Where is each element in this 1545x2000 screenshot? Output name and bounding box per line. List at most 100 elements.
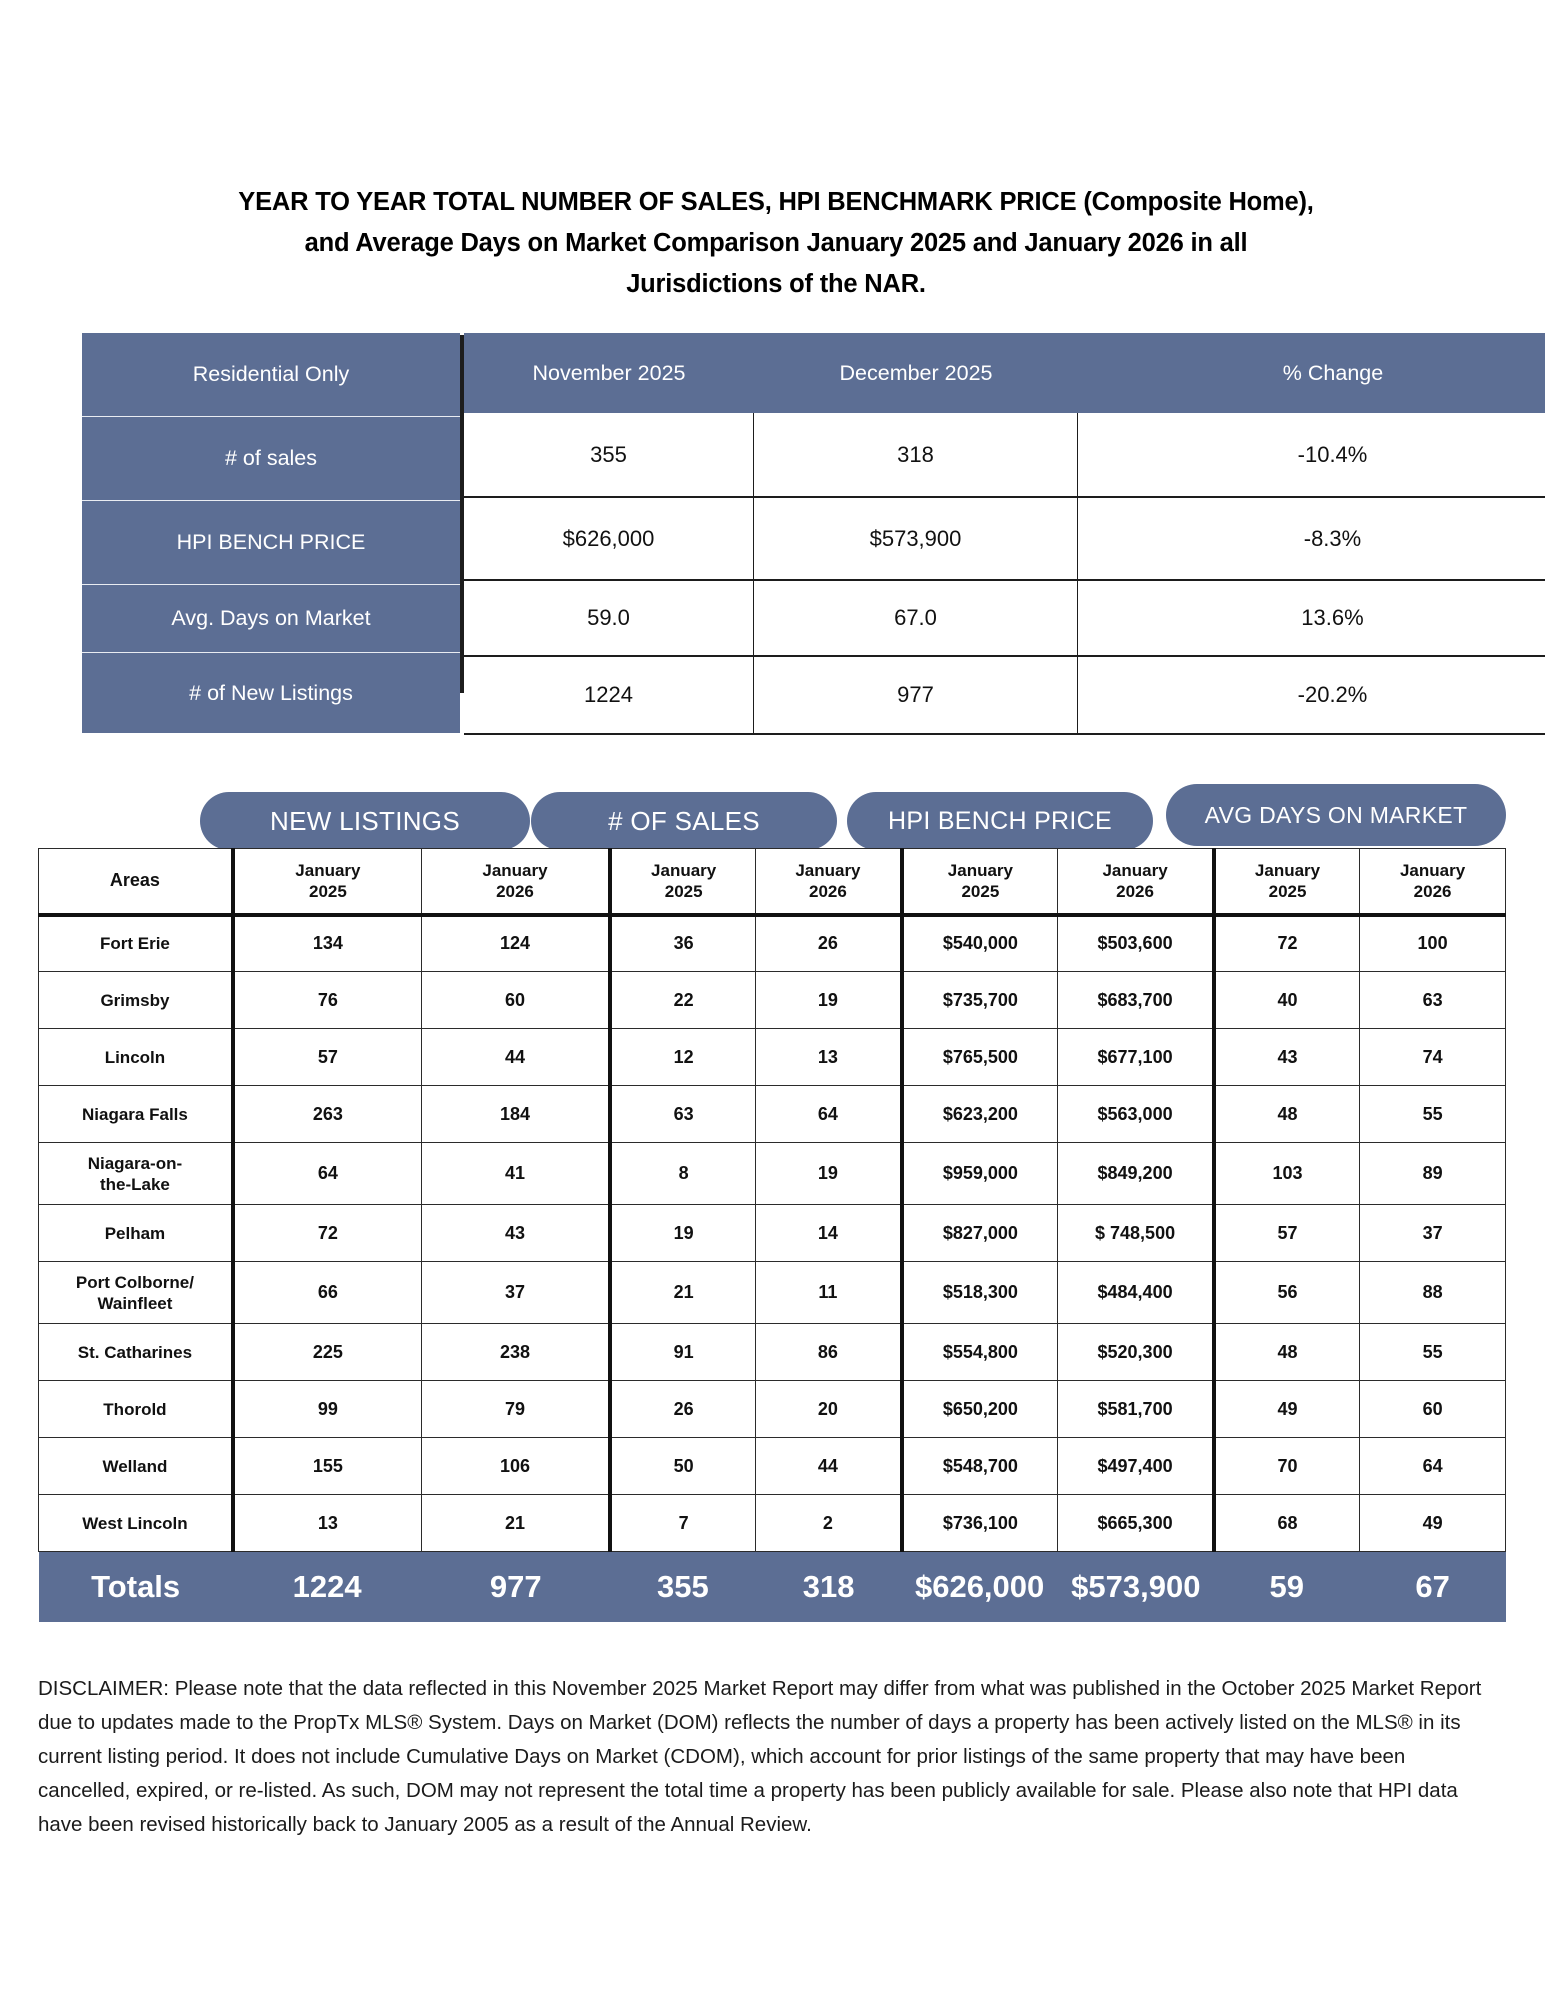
header-line-month: January bbox=[651, 860, 717, 880]
row-area-name: Niagara Falls bbox=[37, 1085, 234, 1143]
row-dom-2025: 72 bbox=[1211, 914, 1361, 972]
page-title-line-1: YEAR TO YEAR TOTAL NUMBER OF SALES, HPI … bbox=[238, 188, 1314, 216]
summary-hpi-november: $626,000 bbox=[464, 498, 754, 579]
row-newlistings-2025: 155 bbox=[230, 1437, 422, 1495]
summary-values-grid: 355 318 -10.4% $626,000 $573,900 -8.3% 5… bbox=[464, 413, 1545, 735]
row-newlistings-2025: 76 bbox=[230, 971, 422, 1029]
row-newlistings-2025: 13 bbox=[230, 1494, 422, 1552]
table-row: Welland 155 106 50 44 $548,700 $497,400 70 64 bbox=[37, 1437, 1506, 1495]
row-dom-2026: 55 bbox=[1359, 1323, 1506, 1381]
row-hpi-2026: $484,400 bbox=[1057, 1261, 1215, 1324]
row-sales-2026: 64 bbox=[755, 1085, 903, 1143]
row-sales-2025: 21 bbox=[608, 1261, 757, 1324]
row-area-name: Niagara-on-the-Lake bbox=[37, 1142, 234, 1205]
row-sales-2026: 20 bbox=[755, 1380, 903, 1438]
row-sales-2026: 19 bbox=[755, 971, 903, 1029]
row-sales-2026: 13 bbox=[755, 1028, 903, 1086]
row-dom-2025: 103 bbox=[1211, 1142, 1361, 1205]
row-dom-2026: 55 bbox=[1359, 1085, 1506, 1143]
row-newlistings-2026: 21 bbox=[420, 1494, 611, 1552]
row-hpi-2025: $540,000 bbox=[899, 914, 1059, 972]
row-dom-2026: 60 bbox=[1359, 1380, 1506, 1438]
row-newlistings-2025: 263 bbox=[230, 1085, 422, 1143]
summary-table: Residential Only # of sales HPI BENCH PR… bbox=[82, 333, 1545, 741]
row-hpi-2026: $677,100 bbox=[1057, 1028, 1215, 1086]
table-row: West Lincoln 13 21 7 2 $736,100 $665,300 68 49 bbox=[37, 1494, 1506, 1552]
page-title-line-2: and Average Days on Market Comparison Ja… bbox=[304, 229, 1248, 257]
row-newlistings-2025: 134 bbox=[230, 914, 422, 972]
table-row: Lincoln 57 44 12 13 $765,500 $677,100 43 74 bbox=[37, 1028, 1506, 1086]
row-newlistings-2025: 57 bbox=[230, 1028, 422, 1086]
table-body: Fort Erie 134 124 36 26 $540,000 $503,600 72 100… bbox=[37, 914, 1506, 1552]
header-line-year: 2025 bbox=[664, 881, 703, 901]
row-hpi-2025: $518,300 bbox=[899, 1261, 1059, 1324]
row-newlistings-2026: 124 bbox=[420, 914, 611, 972]
header-areas: Areas bbox=[37, 848, 234, 917]
table-row: Niagara-on-the-Lake 64 41 8 19 $959,000 $849,2… bbox=[37, 1142, 1506, 1205]
summary-accent-divider bbox=[460, 335, 464, 693]
row-dom-2025: 48 bbox=[1211, 1323, 1361, 1381]
row-dom-2026: 74 bbox=[1359, 1028, 1506, 1086]
row-hpi-2025: $735,700 bbox=[899, 971, 1059, 1029]
row-hpi-2025: $548,700 bbox=[899, 1437, 1059, 1495]
row-dom-2025: 40 bbox=[1211, 971, 1361, 1029]
table-row: Fort Erie 134 124 36 26 $540,000 $503,600 72 100 bbox=[37, 914, 1506, 972]
row-dom-2025: 48 bbox=[1211, 1085, 1361, 1143]
header-line-month: January bbox=[1102, 860, 1168, 880]
summary-newlistings-change: -20.2% bbox=[1078, 657, 1545, 733]
disclaimer-text: DISCLAIMER: Please note that the data re… bbox=[38, 1677, 1482, 1836]
summary-value-row-dom: 59.0 67.0 13.6% bbox=[464, 579, 1545, 655]
pill-new-listings: NEW LISTINGS bbox=[200, 792, 530, 850]
row-hpi-2025: $765,500 bbox=[899, 1028, 1059, 1086]
row-newlistings-2026: 106 bbox=[420, 1437, 611, 1495]
row-area-name: West Lincoln bbox=[37, 1494, 234, 1552]
row-area-name: Welland bbox=[37, 1437, 234, 1495]
row-newlistings-2025: 225 bbox=[230, 1323, 422, 1381]
row-sales-2026: 19 bbox=[755, 1142, 903, 1205]
row-sales-2025: 19 bbox=[608, 1204, 757, 1262]
summary-row-label-new-listings: # of New Listings bbox=[82, 653, 460, 733]
table-row: Grimsby 76 60 22 19 $735,700 $683,700 40 63 bbox=[37, 971, 1506, 1029]
header-hpi-2026: January 2026 bbox=[1057, 848, 1215, 917]
summary-row-label-sales: # of sales bbox=[82, 417, 460, 501]
row-area-name: Pelham bbox=[37, 1204, 234, 1262]
totals-newlistings-2026: 977 bbox=[421, 1551, 611, 1622]
summary-value-row-sales: 355 318 -10.4% bbox=[464, 413, 1545, 496]
header-line-month: January bbox=[795, 860, 861, 880]
summary-row-label-hpi: HPI BENCH PRICE bbox=[82, 501, 460, 585]
row-sales-2025: 7 bbox=[608, 1494, 757, 1552]
jurisdictions-table: Areas January 2025 January 2026 January … bbox=[37, 848, 1506, 1622]
row-area-name: Port Colborne/Wainfleet bbox=[37, 1261, 234, 1324]
row-newlistings-2025: 66 bbox=[230, 1261, 422, 1324]
row-hpi-2026: $581,700 bbox=[1057, 1380, 1215, 1438]
header-dom-2026: January 2026 bbox=[1359, 848, 1506, 917]
summary-dom-november: 59.0 bbox=[464, 581, 754, 655]
header-line-month: January bbox=[947, 860, 1013, 880]
header-line-year: 2025 bbox=[961, 881, 1000, 901]
header-line-month: January bbox=[482, 860, 548, 880]
row-newlistings-2026: 41 bbox=[420, 1142, 611, 1205]
row-dom-2025: 57 bbox=[1211, 1204, 1361, 1262]
row-hpi-2025: $623,200 bbox=[899, 1085, 1059, 1143]
header-line-year: 2026 bbox=[1413, 881, 1452, 901]
summary-header-december: December 2025 bbox=[839, 360, 993, 385]
row-dom-2025: 56 bbox=[1211, 1261, 1361, 1324]
row-hpi-2026: $665,300 bbox=[1057, 1494, 1215, 1552]
row-sales-2025: 91 bbox=[608, 1323, 757, 1381]
row-hpi-2026: $683,700 bbox=[1057, 971, 1215, 1029]
row-newlistings-2026: 44 bbox=[420, 1028, 611, 1086]
summary-newlistings-december: 977 bbox=[754, 657, 1078, 733]
row-hpi-2025: $650,200 bbox=[899, 1380, 1059, 1438]
table-header-row: Areas January 2025 January 2026 January … bbox=[37, 848, 1506, 917]
header-line-year: 2025 bbox=[308, 881, 347, 901]
pill-number-of-sales: # OF SALES bbox=[531, 792, 837, 850]
summary-hpi-change: -8.3% bbox=[1078, 498, 1545, 579]
totals-dom-2025: 59 bbox=[1213, 1551, 1360, 1622]
summary-column-headers: November 2025 December 2025 % Change bbox=[464, 333, 1545, 413]
header-line-year: 2026 bbox=[496, 881, 534, 901]
header-newlistings-2025: January 2025 bbox=[230, 848, 422, 917]
summary-header-november: November 2025 bbox=[532, 360, 686, 385]
row-hpi-2026: $497,400 bbox=[1057, 1437, 1215, 1495]
row-hpi-2025: $736,100 bbox=[899, 1494, 1059, 1552]
header-sales-2026: January 2026 bbox=[755, 848, 903, 917]
